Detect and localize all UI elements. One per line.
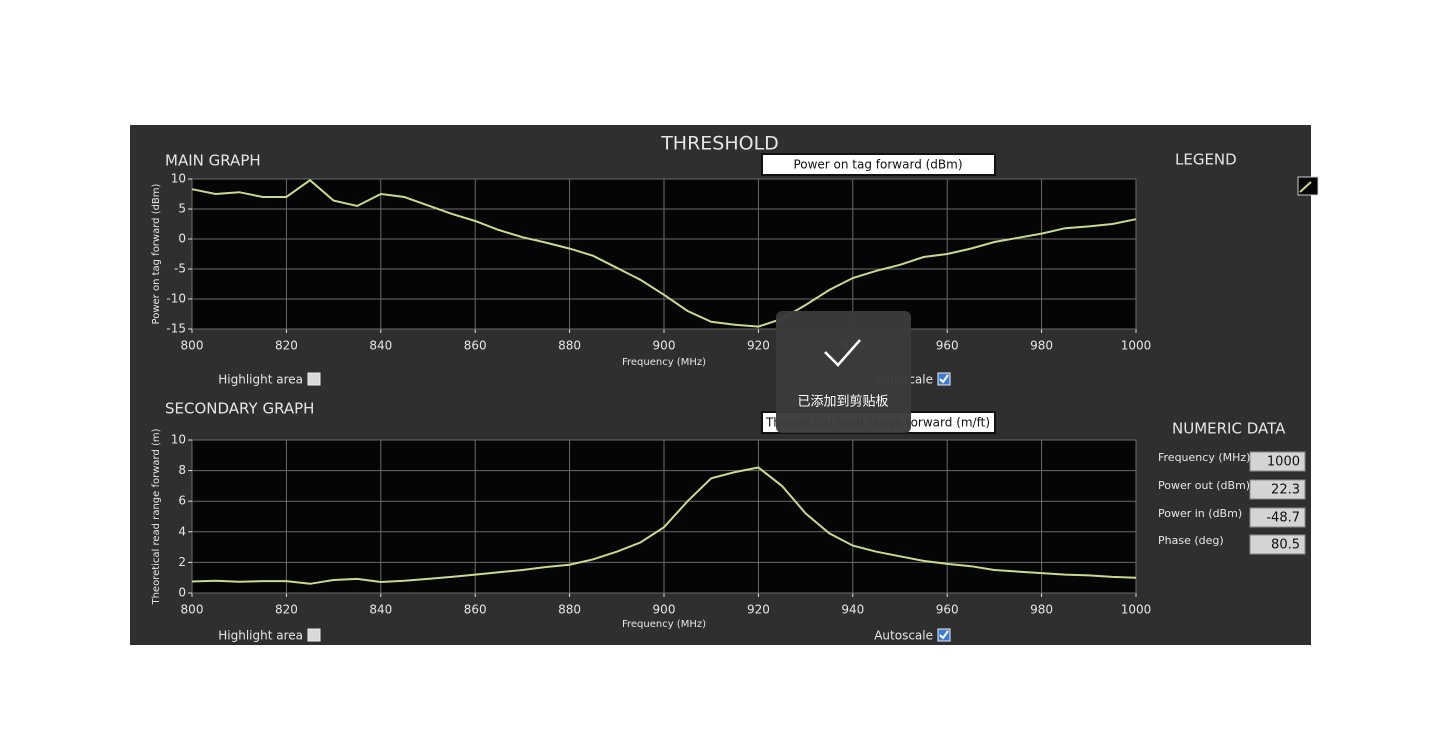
numeric-heading: NUMERIC DATA bbox=[1172, 420, 1286, 438]
selector[interactable] bbox=[761, 153, 996, 176]
y-tick-label: 0 bbox=[178, 232, 186, 246]
numeric-label: Power in (dBm) bbox=[1158, 507, 1242, 520]
checkbox[interactable] bbox=[307, 372, 321, 386]
x-axis-label: Frequency (MHz) bbox=[622, 619, 706, 630]
x-tick-label: 800 bbox=[181, 339, 204, 353]
y-tick-label: -15 bbox=[166, 322, 186, 336]
x-tick-label: 800 bbox=[181, 603, 204, 617]
y-tick-label: 6 bbox=[178, 494, 186, 508]
x-tick-label: 860 bbox=[464, 603, 487, 617]
x-tick-label: 980 bbox=[1030, 339, 1053, 353]
x-axis-label: Frequency (MHz) bbox=[622, 357, 706, 368]
x-tick-label: 900 bbox=[653, 603, 676, 617]
x-tick-label: 1000 bbox=[1121, 339, 1152, 353]
selector-label[interactable]: Power on tag forward (dBm) bbox=[793, 158, 962, 172]
y-tick-label: 8 bbox=[178, 463, 186, 477]
data-line bbox=[191, 178, 1137, 328]
numeric-value: 1000 bbox=[1267, 455, 1300, 470]
y-tick-label: 0 bbox=[178, 586, 186, 600]
y-tick-label: 10 bbox=[171, 172, 186, 186]
checkbox-label[interactable]: Highlight area bbox=[218, 629, 303, 643]
x-tick-label: 820 bbox=[275, 339, 298, 353]
x-tick-label: 960 bbox=[936, 603, 959, 617]
y-axis-label: Theoretical read range forward (m) bbox=[151, 428, 162, 605]
numeric-label: Phase (deg) bbox=[1158, 534, 1224, 547]
x-tick-label: 920 bbox=[747, 339, 770, 353]
checkbox-label[interactable]: Highlight area bbox=[218, 373, 303, 387]
check-mark bbox=[939, 374, 949, 384]
y-tick-label: -5 bbox=[174, 262, 186, 276]
y-tick-label: 4 bbox=[178, 524, 186, 538]
x-tick-label: 920 bbox=[747, 603, 770, 617]
numeric-value: 80.5 bbox=[1271, 538, 1300, 553]
x-tick-label: 980 bbox=[1030, 603, 1053, 617]
y-tick-label: -10 bbox=[166, 292, 186, 306]
secondary-heading: SECONDARY GRAPH bbox=[165, 400, 314, 418]
numeric-value: -48.7 bbox=[1266, 511, 1300, 526]
y-axis-label: Power on tag forward (dBm) bbox=[151, 183, 162, 324]
y-tick-label: 2 bbox=[178, 555, 186, 569]
x-tick-label: 820 bbox=[275, 603, 298, 617]
numeric-value: 22.3 bbox=[1271, 483, 1300, 498]
numeric-box bbox=[1249, 479, 1306, 500]
checkbox-label[interactable]: Autoscale bbox=[874, 629, 933, 643]
main-heading: MAIN GRAPH bbox=[165, 152, 261, 170]
legend-heading: LEGEND bbox=[1175, 151, 1237, 169]
toast-message: 已添加到剪贴板 bbox=[797, 394, 888, 410]
checkbox[interactable] bbox=[307, 628, 321, 642]
x-tick-label: 1000 bbox=[1121, 603, 1152, 617]
numeric-box bbox=[1249, 451, 1306, 472]
check-mark bbox=[939, 630, 949, 640]
y-tick-label: 5 bbox=[178, 202, 186, 216]
numeric-box bbox=[1249, 534, 1306, 555]
x-tick-label: 960 bbox=[936, 339, 959, 353]
x-tick-label: 880 bbox=[558, 339, 581, 353]
data-line bbox=[191, 466, 1137, 585]
toast bbox=[776, 311, 911, 433]
numeric-label: Frequency (MHz) bbox=[1158, 451, 1250, 464]
x-tick-label: 940 bbox=[841, 603, 864, 617]
legend-swatch-line bbox=[1299, 181, 1312, 193]
toast-icon bbox=[824, 339, 861, 367]
numeric-box bbox=[1249, 507, 1306, 528]
title: THRESHOLD bbox=[660, 133, 779, 155]
x-tick-label: 840 bbox=[369, 339, 392, 353]
x-tick-label: 900 bbox=[653, 339, 676, 353]
x-tick-label: 860 bbox=[464, 339, 487, 353]
y-tick-label: 10 bbox=[171, 433, 186, 447]
x-tick-label: 840 bbox=[369, 603, 392, 617]
x-tick-label: 880 bbox=[558, 603, 581, 617]
numeric-label: Power out (dBm) bbox=[1158, 479, 1250, 492]
